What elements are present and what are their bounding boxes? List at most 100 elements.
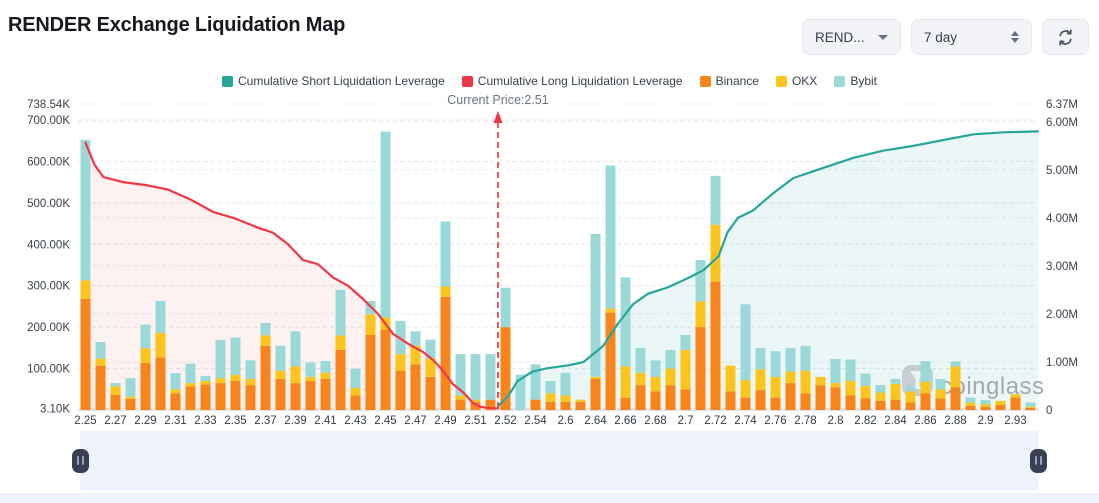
liquidation-bar-segment[interactable] <box>605 165 616 309</box>
legend-item[interactable]: Binance <box>699 74 759 88</box>
liquidation-bar-segment[interactable] <box>770 376 781 398</box>
symbol-select[interactable]: REND... <box>802 19 901 55</box>
liquidation-bar-segment[interactable] <box>890 399 901 410</box>
liquidation-bar-segment[interactable] <box>695 260 706 302</box>
liquidation-bar-segment[interactable] <box>740 397 751 410</box>
liquidation-bar-segment[interactable] <box>500 287 511 328</box>
liquidation-bar-segment[interactable] <box>110 394 121 410</box>
liquidation-bar-segment[interactable] <box>875 392 886 401</box>
liquidation-bar-segment[interactable] <box>170 389 181 394</box>
liquidation-bar-segment[interactable] <box>305 381 316 410</box>
liquidation-bar-segment[interactable] <box>830 387 841 410</box>
liquidation-bars[interactable] <box>80 131 1036 411</box>
liquidation-bar-segment[interactable] <box>410 331 421 346</box>
legend-item[interactable]: Cumulative Long Liquidation Leverage <box>461 74 683 88</box>
liquidation-bar-segment[interactable] <box>680 349 691 390</box>
liquidation-bar-segment[interactable] <box>785 383 796 410</box>
liquidation-bar-segment[interactable] <box>935 389 946 399</box>
liquidation-bar-segment[interactable] <box>305 362 316 377</box>
liquidation-bar-segment[interactable] <box>860 386 871 399</box>
liquidation-bar-segment[interactable] <box>665 349 676 369</box>
liquidation-bar-segment[interactable] <box>275 345 286 371</box>
liquidation-bar-segment[interactable] <box>965 405 976 410</box>
liquidation-bar-segment[interactable] <box>1025 406 1036 408</box>
liquidation-bar-segment[interactable] <box>440 296 451 410</box>
liquidation-bar-segment[interactable] <box>845 395 856 411</box>
liquidation-bar-segment[interactable] <box>155 301 166 333</box>
liquidation-bar-segment[interactable] <box>200 384 211 410</box>
liquidation-bar-segment[interactable] <box>860 373 871 386</box>
liquidation-bar-segment[interactable] <box>305 376 316 381</box>
liquidation-bar-segment[interactable] <box>590 233 601 377</box>
liquidation-bar-segment[interactable] <box>350 395 361 411</box>
liquidation-bar-segment[interactable] <box>80 139 91 281</box>
liquidation-bar-segment[interactable] <box>890 378 901 384</box>
liquidation-bar-segment[interactable] <box>410 345 421 365</box>
liquidation-bar-segment[interactable] <box>800 345 811 371</box>
liquidation-bar-segment[interactable] <box>95 365 106 410</box>
liquidation-bar-segment[interactable] <box>950 366 961 388</box>
liquidation-bar-segment[interactable] <box>605 312 616 410</box>
liquidation-bar-segment[interactable] <box>245 360 256 379</box>
liquidation-bar-segment[interactable] <box>470 399 481 402</box>
liquidation-bar-segment[interactable] <box>920 381 931 394</box>
liquidation-bar-segment[interactable] <box>170 373 181 390</box>
legend-item[interactable]: Cumulative Short Liquidation Leverage <box>221 74 445 88</box>
liquidation-bar-segment[interactable] <box>860 398 871 410</box>
liquidation-bar-segment[interactable] <box>260 335 271 346</box>
liquidation-bar-segment[interactable] <box>935 378 946 390</box>
liquidation-bar-segment[interactable] <box>545 393 556 402</box>
liquidation-bar-segment[interactable] <box>635 385 646 410</box>
legend-item[interactable]: OKX <box>775 74 817 88</box>
liquidation-bar-segment[interactable] <box>290 331 301 367</box>
liquidation-bar-segment[interactable] <box>425 339 436 359</box>
slider-right-handle[interactable] <box>1030 448 1047 473</box>
liquidation-bar-segment[interactable] <box>965 397 976 403</box>
liquidation-bar-segment[interactable] <box>260 323 271 336</box>
liquidation-bar-segment[interactable] <box>755 390 766 410</box>
liquidation-bar-segment[interactable] <box>815 385 826 410</box>
liquidation-bar-segment[interactable] <box>425 376 436 410</box>
refresh-button[interactable] <box>1042 19 1089 55</box>
liquidation-bar-segment[interactable] <box>335 349 346 410</box>
liquidation-bar-segment[interactable] <box>185 383 196 387</box>
liquidation-bar-segment[interactable] <box>350 368 361 389</box>
liquidation-bar-segment[interactable] <box>380 131 391 318</box>
liquidation-bar-segment[interactable] <box>920 393 931 410</box>
liquidation-bar-segment[interactable] <box>725 365 736 392</box>
liquidation-bar-segment[interactable] <box>830 359 841 383</box>
liquidation-bar-segment[interactable] <box>320 372 331 379</box>
liquidation-bar-segment[interactable] <box>335 289 346 336</box>
liquidation-bar-segment[interactable] <box>320 361 331 373</box>
liquidation-bar-segment[interactable] <box>95 342 106 359</box>
liquidation-bar-segment[interactable] <box>710 175 721 225</box>
liquidation-bar-segment[interactable] <box>560 372 571 396</box>
liquidation-bar-segment[interactable] <box>365 335 376 410</box>
liquidation-bar-segment[interactable] <box>830 383 841 388</box>
liquidation-bar-segment[interactable] <box>680 389 691 410</box>
liquidation-bar-segment[interactable] <box>455 395 466 400</box>
liquidation-bar-segment[interactable] <box>590 376 601 379</box>
liquidation-bar-segment[interactable] <box>275 370 286 379</box>
liquidation-bar-segment[interactable] <box>290 366 301 384</box>
liquidation-bar-segment[interactable] <box>155 332 166 358</box>
liquidation-chart[interactable]: 738.54K 700.00K 600.00K 500.00K 400.00K 300.0… <box>0 0 1099 440</box>
liquidation-bar-segment[interactable] <box>230 381 241 410</box>
liquidation-bar-segment[interactable] <box>245 385 256 410</box>
liquidation-bar-segment[interactable] <box>770 351 781 377</box>
zoom-range-slider[interactable] <box>72 431 1047 490</box>
liquidation-bar-segment[interactable] <box>440 221 451 287</box>
liquidation-bar-segment[interactable] <box>275 378 286 410</box>
liquidation-bar-segment[interactable] <box>560 401 571 410</box>
liquidation-bar-segment[interactable] <box>395 370 406 410</box>
liquidation-bar-segment[interactable] <box>710 281 721 410</box>
liquidation-bar-segment[interactable] <box>530 364 541 400</box>
liquidation-bar-segment[interactable] <box>455 399 466 410</box>
liquidation-bar-segment[interactable] <box>845 359 856 382</box>
liquidation-bar-segment[interactable] <box>800 393 811 410</box>
liquidation-bar-segment[interactable] <box>140 348 151 363</box>
liquidation-bar-segment[interactable] <box>290 383 301 410</box>
liquidation-bar-segment[interactable] <box>125 396 136 399</box>
liquidation-bar-segment[interactable] <box>620 366 631 398</box>
liquidation-bar-segment[interactable] <box>335 335 346 350</box>
